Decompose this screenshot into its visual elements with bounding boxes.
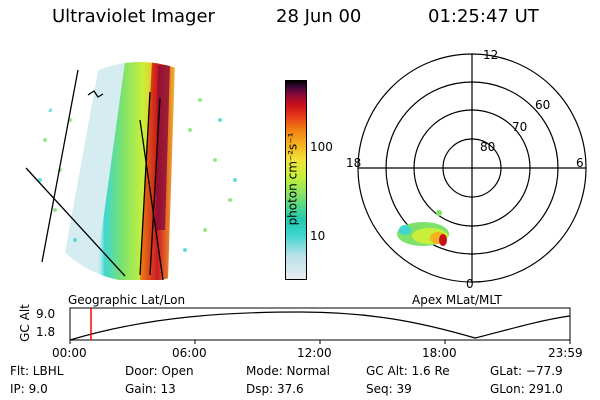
geographic-panel-label: Geographic Lat/Lon bbox=[68, 293, 186, 307]
gc-alt-value: GC Alt: 1.6 Re bbox=[366, 364, 450, 378]
mlt-label-18: 18 bbox=[346, 156, 362, 170]
colorbar-unit-label: photon cm⁻²s⁻¹ bbox=[285, 132, 300, 226]
seq-value: Seq: 39 bbox=[366, 382, 412, 396]
colorbar bbox=[285, 80, 307, 280]
instrument-title: Ultraviolet Imager bbox=[52, 6, 215, 27]
mlt-label-6: 6 bbox=[576, 156, 584, 170]
time-label: 01:25:47 UT bbox=[428, 6, 539, 27]
colorbar-tick-100: 100 bbox=[310, 140, 333, 154]
altitude-ytick-high: 9.0 bbox=[36, 307, 56, 321]
mlat-label-80: 80 bbox=[480, 140, 496, 154]
filter-value: Flt: LBHL bbox=[10, 364, 64, 378]
xtick-1200: 12:00 bbox=[297, 346, 332, 360]
altitude-xticks bbox=[69, 340, 571, 344]
gain-value: Gain: 13 bbox=[125, 382, 176, 396]
xtick-1800: 18:00 bbox=[422, 346, 457, 360]
geo-grid-lines bbox=[25, 69, 164, 281]
mlt-label-0: 0 bbox=[466, 277, 474, 291]
xtick-0600: 06:00 bbox=[172, 346, 207, 360]
polar-ring-60 bbox=[385, 81, 559, 255]
ip-value: IP: 9.0 bbox=[10, 382, 48, 396]
altitude-plot-frame bbox=[69, 307, 571, 341]
glat-value: GLat: −77.9 bbox=[490, 364, 563, 378]
auroral-emission bbox=[38, 62, 237, 280]
colorbar-gradient bbox=[286, 81, 306, 279]
mode-value: Mode: Normal bbox=[246, 364, 330, 378]
altitude-ylabel: GC Alt bbox=[17, 304, 32, 342]
dsp-value: Dsp: 37.6 bbox=[246, 382, 304, 396]
altitude-curve bbox=[69, 311, 571, 341]
altitude-ytick-low: 1.8 bbox=[36, 325, 56, 339]
glon-value: GLon: 291.0 bbox=[490, 382, 563, 396]
mlt-label-12: 12 bbox=[483, 48, 499, 62]
colorbar-tick-10: 10 bbox=[310, 229, 326, 243]
xtick-2359: 23:59 bbox=[548, 346, 583, 360]
date-label: 28 Jun 00 bbox=[276, 6, 362, 27]
polar-emission-blob bbox=[397, 210, 449, 246]
door-value: Door: Open bbox=[125, 364, 194, 378]
xtick-0000: 00:00 bbox=[52, 346, 87, 360]
mlat-label-70: 70 bbox=[512, 120, 528, 134]
polar-panel-label: Apex MLat/MLT bbox=[412, 293, 502, 307]
polar-ring-outer bbox=[357, 53, 587, 283]
mlat-label-60: 60 bbox=[535, 98, 551, 112]
